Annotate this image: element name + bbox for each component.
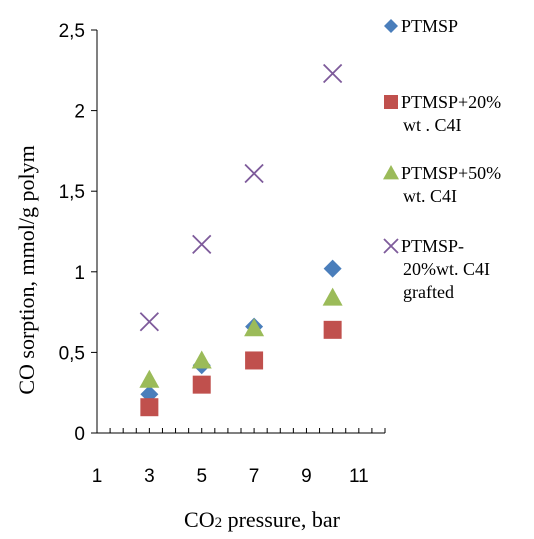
data-point — [140, 398, 159, 417]
data-point — [139, 312, 160, 332]
y-tick-label: 0 — [74, 424, 85, 445]
legend-item: PTMSP — [384, 16, 458, 36]
y-tick-label: 0,5 — [59, 343, 85, 364]
data-point — [323, 320, 342, 339]
legend-item: PTMSP- 20%wt. C4I grafted — [383, 236, 490, 302]
legend-label: 20%wt. C4I — [403, 259, 490, 279]
legend-item: PTMSP+20% wt . C4I — [384, 92, 501, 135]
legend-label: PTMSP+20% — [401, 92, 501, 112]
legend-marker — [384, 19, 398, 33]
data-point — [245, 351, 264, 370]
legend-label: wt . C4I — [403, 115, 462, 135]
data-point — [323, 259, 342, 278]
x-axis-title: CO2 pressure, bar — [184, 507, 341, 532]
series-1 — [140, 259, 342, 404]
x-axis: 1 3 5 7 9 11 — [92, 428, 386, 487]
x-tick-label: 9 — [301, 466, 312, 487]
y-tick-label: 1 — [74, 263, 85, 284]
data-point — [322, 287, 343, 306]
legend-item: PTMSP+50% wt. C4I — [383, 163, 501, 206]
y-axis: 0 0,5 1 1,5 2 2,5 — [59, 21, 98, 445]
x-tick-label: 1 — [92, 466, 103, 487]
legend-label: PTMSP- — [401, 236, 464, 256]
plot-area — [139, 63, 343, 417]
data-point — [192, 234, 212, 255]
data-point — [244, 163, 264, 184]
x-tick-label: 7 — [249, 466, 260, 487]
y-tick-label: 2 — [74, 102, 85, 123]
x-tick-label: 11 — [349, 466, 369, 487]
legend-label: PTMSP+50% — [401, 163, 501, 183]
data-point — [139, 369, 160, 388]
x-tick-label: 3 — [144, 466, 155, 487]
data-point — [192, 375, 211, 394]
data-point — [322, 63, 343, 84]
legend-marker — [384, 95, 398, 109]
data-point — [244, 318, 265, 337]
x-tick-label: 5 — [196, 466, 207, 487]
data-point — [191, 350, 212, 369]
legend-label: grafted — [403, 282, 454, 302]
legend-marker — [383, 238, 399, 254]
series-4 — [139, 63, 343, 332]
legend-label: wt. C4I — [403, 186, 457, 206]
y-axis-title: CO sorption, mmol/g polym — [14, 145, 39, 394]
y-tick-label: 2,5 — [59, 21, 85, 42]
legend-marker — [383, 165, 399, 180]
series-2 — [140, 320, 342, 417]
legend-label: PTMSP — [401, 16, 458, 36]
series-3 — [139, 287, 343, 388]
y-tick-label: 1,5 — [59, 182, 85, 203]
